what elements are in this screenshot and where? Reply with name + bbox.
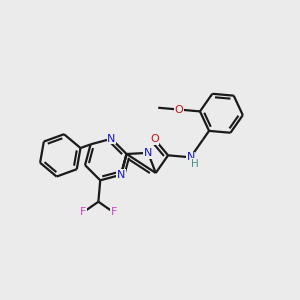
Text: O: O [150,134,159,144]
Text: O: O [174,104,183,115]
Text: H: H [191,159,199,169]
Text: N: N [186,152,195,162]
Text: N: N [107,134,116,144]
Text: N: N [144,148,152,158]
Text: F: F [80,208,86,218]
Text: N: N [117,170,125,180]
Text: F: F [111,208,117,218]
